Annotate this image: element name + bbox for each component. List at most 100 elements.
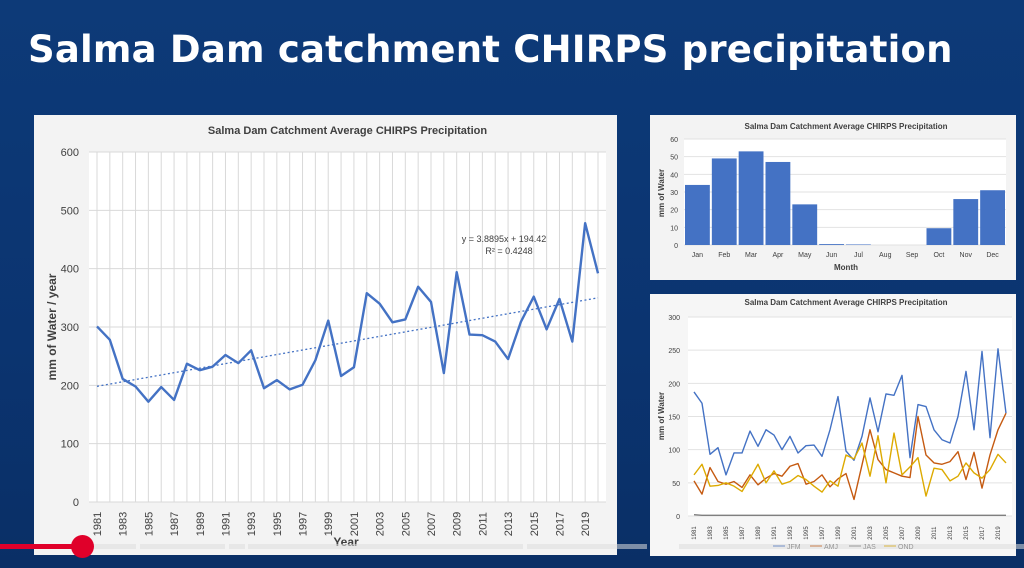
y-tick-label: 250 <box>668 348 680 355</box>
progress-scrubber-handle[interactable] <box>71 535 94 558</box>
x-tick-label: 2005 <box>400 512 412 536</box>
y-tick-label: 300 <box>668 315 680 322</box>
x-tick-label: 1991 <box>772 526 778 540</box>
x-tick-label: Feb <box>718 252 730 259</box>
x-tick-label: Jun <box>826 252 837 259</box>
y-tick-label: 50 <box>670 155 678 162</box>
series-line-jas <box>693 513 1006 517</box>
x-tick-label: Mar <box>745 252 758 259</box>
x-tick-label: 2015 <box>964 526 970 540</box>
x-tick-label: 1985 <box>724 526 730 540</box>
seasonal-chart-svg: 0 50 100 150 200 250 300 1981 1983 1985 1987 1989 19… <box>657 298 1012 551</box>
x-tick-label: 2003 <box>868 526 874 540</box>
y-tick-label: 50 <box>672 481 680 488</box>
x-tick-label: 1999 <box>836 526 842 540</box>
chart-title: Salma Dam Catchment Average CHIRPS Preci… <box>744 122 947 131</box>
x-tick-label: 2019 <box>996 526 1002 540</box>
y-tick-label: 200 <box>668 381 680 388</box>
x-tick-label: 1989 <box>195 512 207 536</box>
x-tick-label: 1993 <box>246 512 258 536</box>
y-axis-title: mm of Water / year <box>45 273 59 380</box>
x-tick-label: Dec <box>986 252 999 259</box>
x-tick-label: 1995 <box>804 526 810 540</box>
x-tick-label: 2009 <box>452 512 464 536</box>
bar-jan <box>685 184 710 245</box>
bar-apr <box>765 161 791 245</box>
x-tick-label: 1991 <box>220 512 232 536</box>
x-axis-title: Month <box>834 263 858 272</box>
x-tick-label: Aug <box>879 252 892 259</box>
chart-title: Salma Dam Catchment Average CHIRPS Preci… <box>208 125 487 137</box>
progress-track-segment <box>94 544 136 549</box>
progress-track-segment <box>140 544 225 549</box>
annual-chart-svg: 0 100 200 300 400 500 600 1981 1983 1985 1987 1989 1… <box>45 125 606 549</box>
x-tick-label: 1989 <box>756 526 762 540</box>
y-tick-label: 10 <box>670 225 678 232</box>
chart-title: Salma Dam Catchment Average CHIRPS Preci… <box>744 298 947 307</box>
bar-mar <box>738 151 764 245</box>
x-tick-label: 2007 <box>900 526 906 540</box>
x-tick-label: 2011 <box>932 526 938 540</box>
y-axis-title: mm of Water <box>657 392 666 440</box>
trendline-r-squared: R² = 0.4248 <box>485 246 532 256</box>
y-tick-label: 0 <box>73 497 79 509</box>
x-tick-label: 1981 <box>692 526 698 540</box>
x-tick-label: 1995 <box>272 512 284 536</box>
x-tick-label: 2017 <box>980 526 986 540</box>
slide-title: Salma Dam catchment CHIRPS precipitation <box>28 28 953 71</box>
x-tick-label: 2007 <box>426 512 438 536</box>
x-tick-label: Apr <box>772 252 784 259</box>
trendline-equation: y = 3.8895x + 194.42 <box>462 234 547 244</box>
x-tick-label: 2003 <box>375 512 387 536</box>
y-tick-label: 60 <box>670 137 678 144</box>
series-line-amj <box>693 412 1007 501</box>
x-tick-label: 1983 <box>118 512 130 536</box>
bar-jul <box>846 244 871 245</box>
y-tick-label: 20 <box>670 208 678 215</box>
x-tick-label: 2011 <box>477 512 489 536</box>
progress-track-segment <box>527 544 647 549</box>
y-tick-label: 30 <box>670 190 678 197</box>
x-tick-label: 2019 <box>580 512 592 536</box>
x-tick-label: 1999 <box>323 512 335 536</box>
x-tick-label: 2017 <box>554 512 566 536</box>
video-progress-bar[interactable] <box>0 535 1024 558</box>
x-tick-label: Nov <box>960 252 973 259</box>
bar-may <box>792 204 818 245</box>
progress-played <box>0 544 82 549</box>
seasonal-precipitation-chart: 0 50 100 150 200 250 300 1981 1983 1985 1987 1989 19… <box>650 294 1016 556</box>
progress-track-segment <box>229 544 245 549</box>
x-tick-label: Jan <box>692 252 703 259</box>
x-tick-label: 2013 <box>503 512 515 536</box>
x-tick-label: 1985 <box>143 512 155 536</box>
x-tick-label: 1981 <box>92 512 104 536</box>
bar-nov <box>953 199 979 245</box>
trendline <box>96 297 599 387</box>
y-tick-label: 150 <box>668 415 680 422</box>
y-tick-label: 100 <box>668 448 680 455</box>
series-line-ond <box>693 432 1007 497</box>
x-tick-label: 1993 <box>788 526 794 540</box>
bar-feb <box>711 158 737 245</box>
y-tick-label: 0 <box>676 514 680 521</box>
x-tick-label: Jul <box>854 252 863 259</box>
y-tick-label: 300 <box>61 322 79 334</box>
x-tick-label: 2013 <box>948 526 954 540</box>
annual-precipitation-chart: 0 100 200 300 400 500 600 1981 1983 1985 1987 1989 1… <box>34 115 617 555</box>
annual-precipitation-line <box>96 221 600 403</box>
x-tick-label: 2005 <box>884 526 890 540</box>
y-tick-label: 600 <box>61 147 79 159</box>
y-tick-label: 40 <box>670 172 678 179</box>
x-tick-label: 1987 <box>740 526 746 540</box>
y-tick-label: 100 <box>61 439 79 451</box>
monthly-precipitation-chart: 0 10 20 30 40 50 60 Jan Feb Mar Apr May Jun Jul Aug Sep… <box>650 115 1016 280</box>
x-tick-label: 2009 <box>916 526 922 540</box>
x-tick-label: 2001 <box>349 512 361 536</box>
x-tick-label: May <box>798 252 812 259</box>
x-tick-label: 1997 <box>298 512 310 536</box>
x-tick-label: 1987 <box>169 512 181 536</box>
series-line-jfm <box>693 348 1007 476</box>
x-tick-label: Sep <box>906 252 919 259</box>
x-tick-label: 2001 <box>852 526 858 540</box>
x-tick-label: 1983 <box>708 526 714 540</box>
